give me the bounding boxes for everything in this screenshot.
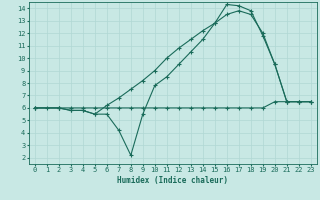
X-axis label: Humidex (Indice chaleur): Humidex (Indice chaleur) xyxy=(117,176,228,185)
